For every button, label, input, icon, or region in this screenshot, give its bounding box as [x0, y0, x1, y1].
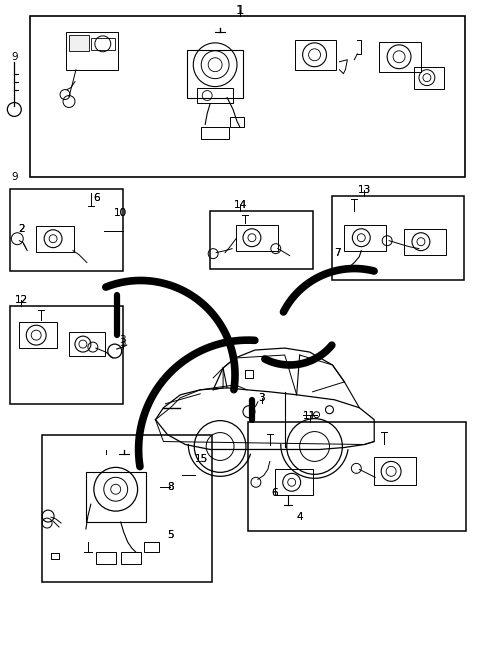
Bar: [96, 552, 116, 564]
Text: 9: 9: [11, 172, 18, 182]
Text: 4: 4: [296, 512, 303, 522]
Bar: [11, 189, 123, 270]
Text: 5: 5: [167, 530, 174, 540]
Bar: [69, 35, 89, 51]
Text: 6: 6: [272, 488, 278, 498]
Text: 8: 8: [167, 483, 174, 492]
Bar: [379, 42, 421, 71]
Text: 2: 2: [18, 224, 24, 234]
Text: 4: 4: [296, 512, 303, 522]
Bar: [230, 118, 244, 128]
Bar: [42, 434, 212, 582]
Bar: [11, 306, 123, 404]
Bar: [30, 16, 465, 177]
Bar: [344, 225, 386, 251]
Text: 3: 3: [259, 393, 265, 403]
Bar: [19, 322, 57, 348]
Bar: [374, 457, 416, 485]
Text: 15: 15: [195, 454, 208, 465]
Bar: [144, 542, 159, 552]
Bar: [36, 226, 74, 252]
Text: 14: 14: [233, 200, 247, 210]
Bar: [333, 196, 464, 280]
Text: 1: 1: [236, 3, 244, 17]
Bar: [248, 422, 466, 531]
Text: 15: 15: [195, 454, 208, 465]
Text: 13: 13: [358, 185, 371, 195]
Bar: [91, 38, 115, 50]
Text: 3: 3: [259, 393, 265, 403]
Bar: [66, 32, 118, 69]
Text: 6: 6: [94, 193, 100, 203]
Bar: [236, 225, 278, 251]
Text: 1: 1: [236, 3, 244, 17]
Text: 3: 3: [120, 335, 126, 345]
Text: 11: 11: [303, 410, 316, 420]
Text: 12: 12: [15, 295, 28, 305]
Text: 3: 3: [120, 338, 126, 348]
Text: 11: 11: [303, 410, 316, 420]
Text: 10: 10: [114, 208, 127, 218]
Text: 8: 8: [167, 483, 174, 492]
Bar: [414, 67, 444, 89]
Bar: [197, 88, 233, 104]
Text: 13: 13: [358, 185, 371, 195]
Bar: [275, 469, 312, 495]
Text: 10: 10: [114, 208, 127, 218]
Text: 5: 5: [167, 530, 174, 540]
Bar: [86, 473, 145, 522]
Bar: [295, 40, 336, 69]
Text: 7: 7: [334, 248, 341, 258]
Bar: [187, 50, 243, 98]
Text: 12: 12: [15, 295, 28, 305]
Text: 2: 2: [18, 224, 24, 234]
Bar: [201, 128, 229, 139]
Text: 14: 14: [233, 200, 247, 210]
Text: 7: 7: [334, 248, 341, 258]
Text: 6: 6: [272, 488, 278, 498]
Bar: [404, 229, 446, 254]
Bar: [120, 552, 141, 564]
Bar: [69, 332, 105, 356]
Bar: [210, 211, 312, 268]
Text: 6: 6: [94, 193, 100, 203]
Text: 9: 9: [11, 52, 18, 61]
